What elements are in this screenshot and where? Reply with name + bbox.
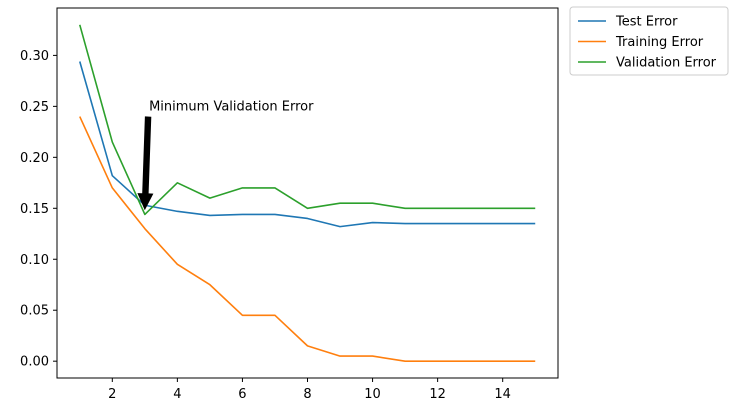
- y-tick-label: 0.25: [20, 100, 49, 115]
- y-axis: 0.00 0.05 0.10 0.15 0.20 0.25 0.30: [20, 49, 57, 370]
- x-tick-label: 14: [494, 387, 511, 402]
- y-tick-label: 0.05: [20, 304, 49, 319]
- y-tick-label: 0.20: [20, 151, 49, 166]
- x-tick-label: 4: [173, 387, 181, 402]
- x-tick-label: 10: [364, 387, 381, 402]
- y-tick-label: 0.15: [20, 202, 49, 217]
- x-tick-label: 2: [108, 387, 116, 402]
- y-tick-label: 0.00: [20, 355, 49, 370]
- annotation-arrow: [137, 116, 154, 211]
- legend-label: Validation Error: [616, 56, 717, 71]
- series-line-training-error: [79, 116, 536, 362]
- annotation-text: Minimum Validation Error: [149, 100, 314, 115]
- x-tick-label: 8: [303, 387, 311, 402]
- series-line-test-error: [79, 61, 536, 228]
- legend-label: Test Error: [615, 15, 678, 30]
- series-line-validation-error: [78, 24, 536, 216]
- annotation: Minimum Validation Error: [137, 100, 314, 211]
- legend-label: Training Error: [615, 35, 704, 50]
- legend-box: [569, 6, 729, 76]
- x-tick-label: 6: [238, 387, 246, 402]
- x-axis: 2 4 6 8 10 12 14: [108, 378, 511, 402]
- y-tick-label: 0.10: [20, 253, 49, 268]
- x-tick-label: 12: [429, 387, 446, 402]
- legend: Test Error Training Error Validation Error: [569, 6, 729, 76]
- y-tick-label: 0.30: [20, 49, 49, 64]
- series-layer: [78, 24, 536, 362]
